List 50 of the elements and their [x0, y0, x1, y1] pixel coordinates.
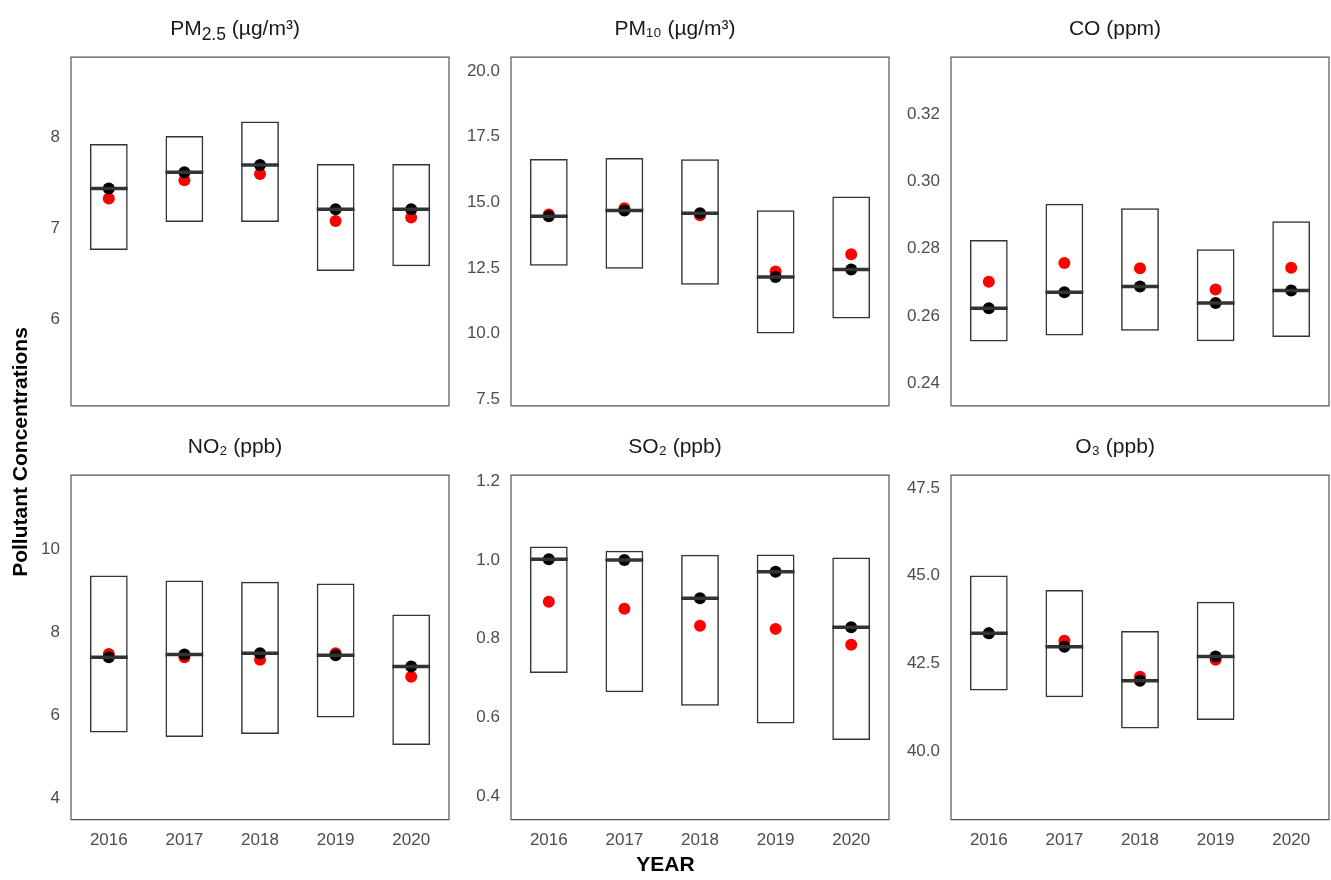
- y-tick-label: 0.26: [906, 305, 940, 325]
- x-tick-label: 2018: [1121, 830, 1159, 850]
- y-tick-label: 6: [50, 308, 60, 328]
- y-tick-label: 0.28: [906, 238, 940, 258]
- y-tick-label: 0.8: [476, 628, 500, 648]
- y-tick-label: 1.0: [476, 549, 500, 569]
- y-tick-label: 7: [50, 218, 60, 238]
- y-tick-label: 0.32: [906, 104, 940, 124]
- y-tick-label: 47.5: [906, 477, 940, 497]
- y-tick-label: 0.30: [906, 171, 940, 191]
- x-tick-label: 2017: [605, 830, 644, 850]
- x-tick-label: 2019: [756, 830, 795, 850]
- x-tick-label: 2020: [392, 830, 431, 850]
- x-tick-label: 2017: [1045, 830, 1084, 850]
- x-tick-label: 2016: [89, 830, 128, 850]
- y-tick-label: 17.5: [466, 126, 500, 146]
- x-tick-label: 2020: [832, 830, 871, 850]
- y-tick-label: 20.0: [466, 60, 500, 80]
- y-tick-label: 4: [50, 787, 60, 807]
- y-tick-label: 42.5: [906, 652, 940, 672]
- chart-title: SO₂ (ppb): [627, 433, 723, 459]
- y-tick-label: 0.6: [476, 707, 500, 727]
- y-tick-label: 0.24: [906, 372, 940, 392]
- x-tick-label: 2019: [1196, 830, 1235, 850]
- chart-title: PM₁₀ (µg/m³): [613, 15, 737, 41]
- x-tick-label: 2018: [681, 830, 719, 850]
- y-tick-label: 12.5: [466, 257, 500, 277]
- y-tick-label: 45.0: [906, 565, 940, 585]
- y-tick-label: 40.0: [906, 740, 940, 760]
- y-tick-label: 6: [50, 704, 60, 724]
- x-tick-label: 2020: [1272, 830, 1311, 850]
- chart-title: O₃ (ppb): [1074, 433, 1156, 459]
- x-tick-label: 2016: [969, 830, 1008, 850]
- y-tick-label: 7.5: [476, 388, 500, 408]
- y-axis-title: Pollutant Concentrations: [8, 326, 32, 579]
- x-tick-label: 2019: [316, 830, 355, 850]
- x-axis-title: YEAR: [635, 852, 696, 876]
- y-tick-label: 8: [50, 621, 60, 641]
- x-tick-label: 2017: [165, 830, 204, 850]
- y-tick-label: 10.0: [466, 323, 500, 343]
- y-tick-label: 0.4: [476, 786, 500, 806]
- chart-title: PM$_{2.5}$ (µg/m³): [169, 15, 301, 45]
- chart-title: CO (ppm): [1067, 15, 1163, 41]
- y-tick-label: 15.0: [466, 192, 500, 212]
- y-tick-label: 10: [41, 538, 60, 558]
- y-tick-label: 1.2: [476, 470, 500, 490]
- chart-title: NO₂ (ppb): [187, 434, 283, 457]
- x-tick-label: 2018: [241, 830, 279, 850]
- y-tick-label: 8: [50, 127, 60, 147]
- x-tick-label: 2016: [529, 830, 568, 850]
